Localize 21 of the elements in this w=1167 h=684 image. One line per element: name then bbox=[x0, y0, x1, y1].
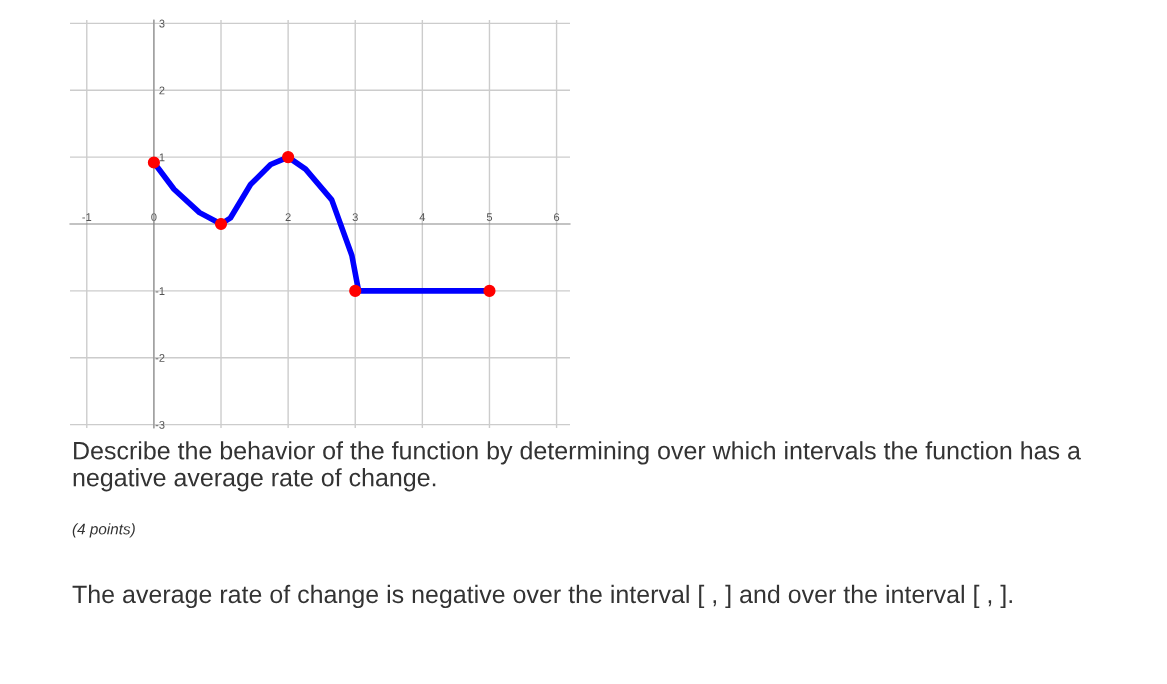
x-tick-label: -1 bbox=[82, 213, 92, 221]
point bbox=[282, 151, 295, 164]
y-tick-label: 1 bbox=[159, 153, 165, 162]
y-tick-label: -3 bbox=[155, 420, 165, 429]
point bbox=[349, 284, 362, 297]
x-tick-label: 6 bbox=[554, 213, 560, 222]
y-tick-label: -2 bbox=[155, 354, 165, 362]
x-tick-label: 2 bbox=[285, 213, 291, 221]
point bbox=[483, 284, 496, 297]
text: (4 points) bbox=[72, 523, 135, 538]
y-tick-label: 3 bbox=[159, 19, 165, 28]
x-tick-label: 5 bbox=[486, 213, 493, 222]
x-tick-label: 0 bbox=[151, 213, 157, 222]
text: The average rate of change is negative over the interval [ , ] and over the interval [ , ]. bbox=[72, 584, 1012, 609]
point bbox=[147, 156, 160, 169]
y-tick-label: -1 bbox=[155, 287, 165, 295]
y-tick-label: 2 bbox=[159, 86, 165, 95]
text: Describe the behavior of the function by determining over which intervals the function has a negative average rate of change. bbox=[73, 441, 1081, 492]
point bbox=[214, 217, 228, 231]
x-tick-label: 4 bbox=[419, 213, 426, 221]
x-tick-label: 3 bbox=[352, 213, 358, 222]
